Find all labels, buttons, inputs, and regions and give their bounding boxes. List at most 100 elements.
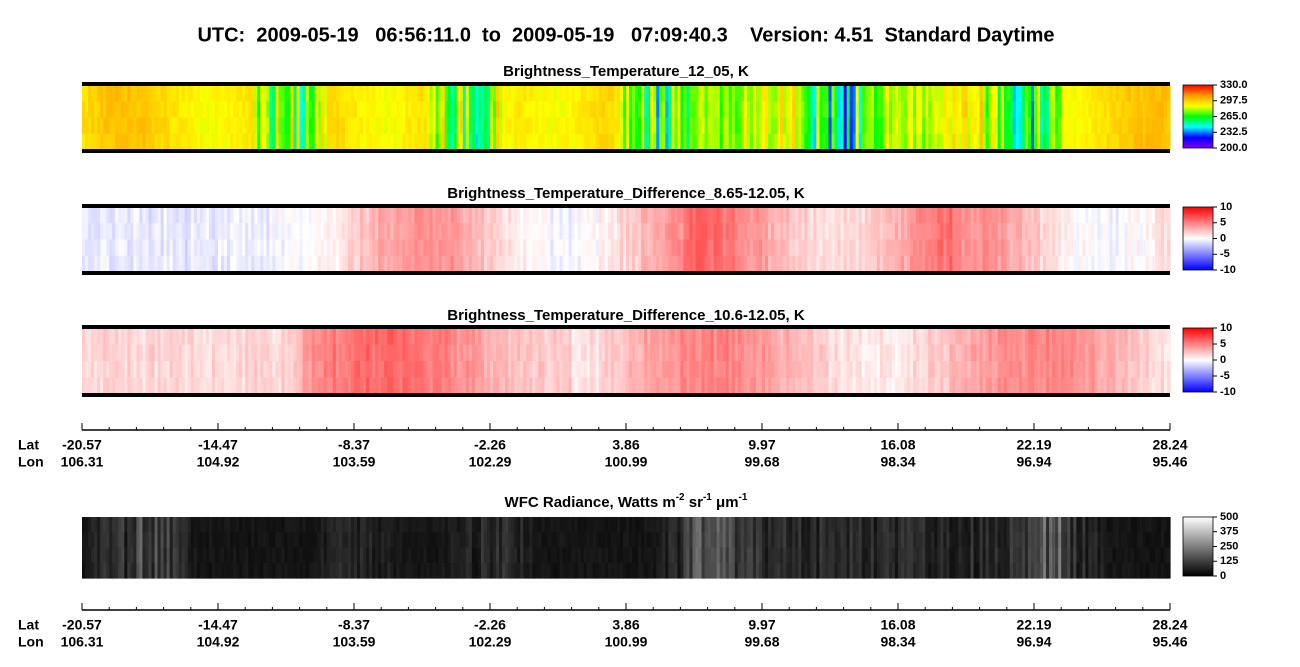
heatmap-cell (626, 117, 630, 135)
heatmap-cell (740, 344, 745, 362)
heatmap-cell (115, 207, 119, 224)
heatmap-cell (263, 101, 267, 119)
heatmap-cell (236, 532, 240, 549)
heatmap-cell (843, 377, 848, 395)
heatmap-cell (1085, 85, 1089, 102)
heatmap-cell (949, 255, 953, 273)
heatmap-cell (269, 223, 273, 241)
heatmap-cell (505, 532, 509, 549)
heatmap-cell (299, 328, 304, 346)
heatmap-cell (166, 117, 171, 135)
heatmap-cell (347, 117, 352, 135)
heatmap-cell (758, 344, 763, 362)
heatmap-cell (405, 255, 409, 273)
heatmap-cell (671, 239, 675, 257)
heatmap-cell (314, 562, 319, 579)
heatmap-cell (184, 117, 189, 135)
heatmap-cell (1100, 117, 1105, 135)
heatmap-cell (357, 117, 361, 135)
heatmap-cell (290, 361, 295, 379)
heatmap-cell (565, 255, 570, 273)
heatmap-cell (731, 101, 736, 119)
heatmap-cell (698, 377, 703, 395)
heatmap-cell (586, 239, 591, 257)
heatmap-cell (746, 328, 751, 346)
heatmap-cell (907, 207, 911, 224)
heatmap-cell (1118, 361, 1123, 379)
heatmap-cell (350, 133, 355, 151)
heatmap-cell (1157, 101, 1162, 119)
heatmap-cell (635, 133, 639, 151)
heatmap-cell (1043, 255, 1047, 273)
heatmap-cell (919, 255, 923, 273)
heatmap-cell (795, 223, 799, 241)
heatmap-cell (526, 101, 530, 119)
heatmap-cell (901, 344, 905, 362)
heatmap-cell (341, 101, 346, 119)
heatmap-cell (133, 361, 137, 379)
heatmap-cell (375, 255, 379, 273)
heatmap-cell (160, 547, 165, 564)
heatmap-cell (447, 562, 452, 579)
heatmap-cell (520, 101, 524, 119)
heatmap-cell (187, 239, 192, 257)
heatmap-cell (435, 117, 440, 135)
heatmap-cell (1100, 239, 1105, 257)
heatmap-cell (768, 223, 772, 241)
heatmap-cell (1027, 85, 1032, 102)
heatmap-cell (444, 547, 449, 564)
heatmap-cell (1049, 255, 1053, 273)
heatmap-cell (1163, 328, 1168, 346)
heatmap-cell (218, 207, 222, 224)
heatmap-cell (314, 361, 319, 379)
heatmap-cell (490, 133, 494, 151)
heatmap-cell (142, 239, 147, 257)
heatmap-cell (502, 117, 506, 135)
heatmap-cell (378, 133, 382, 151)
heatmap-cell (946, 377, 950, 395)
heatmap-cell (426, 547, 431, 564)
heatmap-cell (181, 255, 186, 273)
heatmap-cell (363, 344, 367, 362)
heatmap-cell (163, 117, 168, 135)
heatmap-cell (496, 328, 500, 346)
heatmap-cell (604, 361, 609, 379)
heatmap-cell (408, 562, 413, 579)
heatmap-cell (1142, 117, 1147, 135)
heatmap-cell (275, 133, 280, 151)
heatmap-cell (1130, 255, 1135, 273)
heatmap-cell (1052, 377, 1056, 395)
heatmap-cell (698, 85, 703, 102)
heatmap-cell (187, 255, 192, 273)
heatmap-cell (1070, 117, 1074, 135)
heatmap-cell (390, 133, 394, 151)
heatmap-cell (508, 328, 512, 346)
heatmap-cell (130, 532, 134, 549)
heatmap-cell (293, 361, 298, 379)
heatmap-cell (227, 239, 231, 257)
heatmap-cell (486, 547, 491, 564)
heatmap-cell (644, 117, 648, 135)
heatmap-cell (1061, 85, 1065, 102)
heatmap-cell (616, 377, 621, 395)
heatmap-cell (725, 377, 730, 395)
heatmap-cell (100, 85, 104, 102)
heatmap-cell (831, 223, 836, 241)
heatmap-cell (919, 328, 923, 346)
heatmap-cell (378, 547, 382, 564)
heatmap-cell (888, 207, 893, 224)
heatmap-cell (828, 328, 833, 346)
heatmap-cell (157, 255, 162, 273)
heatmap-cell (287, 562, 292, 579)
heatmap-cell (511, 85, 515, 102)
heatmap-cell (511, 547, 515, 564)
heatmap-cell (390, 117, 394, 135)
heatmap-cell (541, 255, 545, 273)
heatmap-cell (771, 223, 775, 241)
heatmap-cell (341, 255, 346, 273)
heatmap-cell (517, 547, 521, 564)
heatmap-cell (88, 255, 92, 273)
heatmap-cell (1124, 85, 1129, 102)
heatmap-cell (360, 517, 364, 533)
heatmap-cell (725, 255, 730, 273)
